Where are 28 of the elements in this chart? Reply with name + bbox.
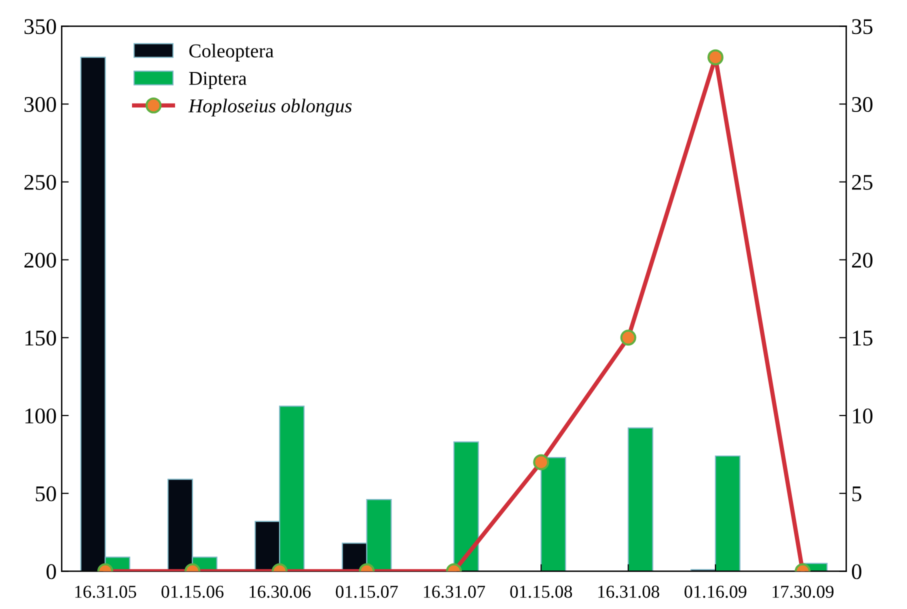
y2-tick-label: 25 [852,174,872,190]
x-tick-label: 16.30.06 [250,586,311,598]
y-tick-label: 300 [24,96,56,112]
y-tick-label: 0 [46,564,56,580]
legend-label: Hoploseius oblongus [188,98,352,116]
x-tick-label: 17.30.09 [772,586,834,598]
legend-label: Diptera [189,72,247,89]
y-tick-label: 350 [24,19,56,34]
y2-tick-label: 15 [853,330,872,346]
y-tick-label: 50 [36,486,56,502]
y2-tick-label: 20 [852,252,872,268]
y2-tick-label: 0 [852,564,862,580]
x-tick-label: 01.16.09 [684,586,746,598]
x-tick-label: 16.31.05 [75,586,136,598]
y2-tick-label: 35 [852,19,872,34]
y-tick-label: 150 [25,330,56,346]
y2-tick-label: 5 [852,486,862,502]
x-tick-label: 01.15.06 [162,586,224,598]
legend-label: Coleoptera [189,44,274,62]
x-tick-label: 01.15.07 [336,586,398,598]
y2-tick-label: 10 [853,408,872,424]
y-tick-label: 250 [24,174,56,190]
x-tick-label: 16.31.08 [598,586,660,598]
y-tick-label: 200 [24,252,56,268]
y2-tick-label: 30 [852,96,872,112]
x-tick-label: 01.15.08 [510,586,572,598]
y-tick-label: 100 [25,408,56,424]
x-tick-label: 16.31.07 [424,586,486,598]
